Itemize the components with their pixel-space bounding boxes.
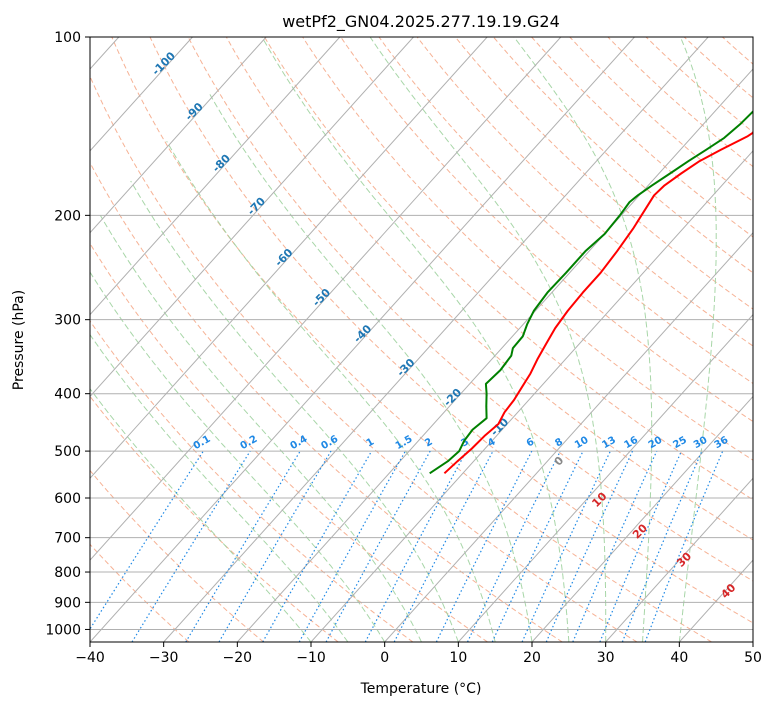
x-tick-label: 0 [380,650,389,666]
x-axis-label: Temperature (°C) [360,681,482,697]
moist-adiabat [678,37,717,642]
moist-adiabat [90,271,386,642]
temperature-line [443,131,753,475]
mixing-ratio-label: 3 [459,436,471,449]
isotherm [90,37,562,561]
mixing-ratio-line [545,450,634,642]
isotherm [457,313,753,642]
mixing-ratio-line [131,450,251,642]
x-tick-label: 10 [449,650,467,666]
dry-adiabat [90,242,488,642]
y-tick-label: 600 [54,491,81,507]
dry-adiabat [378,37,753,385]
y-tick-label: 900 [54,595,81,611]
mixing-ratio-line [90,450,204,631]
x-tick-label: −10 [296,650,326,666]
x-tick-label: 30 [597,650,615,666]
isotherm [90,37,193,152]
x-tick-label: −20 [223,650,253,666]
x-tick-label: 20 [523,650,541,666]
mixing-ratio-line [644,450,724,642]
y-tick-label: 200 [54,208,81,224]
dry-adiabat [340,37,753,423]
dry-adiabats [90,37,753,642]
isotherm [90,37,341,316]
y-tick-label: 300 [54,313,81,329]
moist-adiabat [130,180,459,642]
moist-adiabat [513,37,653,642]
mixing-ratio-line [599,450,682,642]
dry-adiabat [111,37,712,642]
y-tick-label: 1000 [45,622,81,638]
isotherm [163,37,709,642]
dry-adiabat [187,37,753,582]
y-axis-label: Pressure (hPa) [11,290,27,390]
y-tick-label: 700 [54,531,81,547]
dry-adiabat [416,37,753,347]
mixing-ratio-lines [90,450,724,642]
axes [89,36,754,643]
isotherm [605,477,753,642]
mixing-ratio-line [325,450,431,642]
x-tick-label: 40 [670,650,688,666]
isotherm [236,68,753,642]
isotherm [310,150,753,642]
isotherm [90,37,267,234]
x-tick-label: 50 [744,650,762,666]
mixing-ratio-line [298,450,406,642]
mixing-ratio-line [435,450,533,642]
y-axis-ticks: 100 200 300 400 500 600 700 800 900 1000 [45,30,90,638]
moist-adiabat [90,387,312,642]
isotherm [90,37,488,480]
y-tick-label: 500 [54,444,81,460]
mixing-ratio-label: 8 [553,436,565,449]
mixing-ratio-line [572,450,658,642]
dry-adiabat [149,37,753,624]
isotherm-grid [90,37,753,642]
moist-adiabat [261,37,570,642]
dry-adiabat [302,37,753,461]
dry-adiabat [569,37,753,203]
dry-adiabat [493,37,753,274]
plot-frame [89,36,754,643]
y-tick-label: 100 [54,30,81,46]
x-tick-label: −30 [149,650,179,666]
moist-adiabat [209,94,533,642]
isotherm [90,37,635,642]
mixing-ratio-line [364,450,467,642]
dry-adiabat [264,37,753,501]
mixing-ratio-label: 2 [423,436,435,449]
dry-adiabat [225,37,753,541]
dewpoint-line [429,110,753,475]
mixing-ratio-label: 6 [525,436,537,449]
dry-adiabat [90,75,638,642]
mixing-ratio-line [621,450,703,642]
isotherm [531,395,753,642]
x-tick-label: −40 [75,650,105,666]
moist-adiabat [369,37,607,642]
sounding-series [429,110,753,475]
isotherm [90,37,414,398]
mixing-ratio-label: 1 [365,436,377,449]
y-tick-label: 800 [54,565,81,581]
chart-title: wetPf2_GN04.2025.277.19.19.G24 [282,12,560,32]
dry-adiabat [90,320,414,642]
y-tick-label: 400 [54,387,81,403]
isotherm [384,231,753,642]
x-axis-ticks: −40 −30 −20 −10 0 10 20 30 40 50 [75,642,762,666]
mixing-ratio-label: 4 [486,436,498,449]
